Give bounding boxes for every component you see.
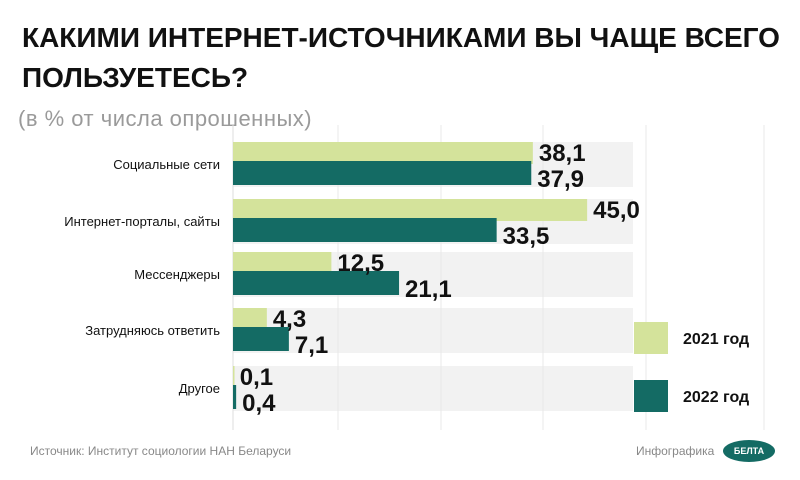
legend-label: 2021 год xyxy=(683,331,749,348)
value-label-2021: 0,1 xyxy=(240,364,273,391)
chart-title: КАКИМИ ИНТЕРНЕТ-ИСТОЧНИКАМИ ВЫ ЧАЩЕ ВСЕГ… xyxy=(22,22,780,93)
bar-2021 xyxy=(233,252,332,274)
bar-2022 xyxy=(233,161,532,185)
category-label: Затрудняюсь ответить xyxy=(85,323,220,338)
value-label-2021: 45,0 xyxy=(593,197,640,224)
bar-2022 xyxy=(233,271,400,295)
bar-2021 xyxy=(233,366,235,388)
belta-logo: БЕЛТА xyxy=(723,440,775,462)
legend-swatch xyxy=(634,322,668,354)
value-label-2022: 0,4 xyxy=(242,390,276,417)
value-label-2022: 21,1 xyxy=(405,276,452,303)
legend-label: 2022 год xyxy=(683,389,749,406)
row-stripe xyxy=(233,366,633,411)
row-stripe xyxy=(233,308,633,353)
credit-label: Инфографика xyxy=(636,444,715,458)
bar-2021 xyxy=(233,199,588,221)
category-label: Интернет-порталы, сайты xyxy=(64,214,220,229)
value-label-2022: 37,9 xyxy=(537,166,584,193)
legend-swatch xyxy=(634,380,668,412)
chart-subtitle: (в % от числа опрошенных) xyxy=(18,106,313,131)
value-label-2021: 12,5 xyxy=(337,250,384,277)
bar-2022 xyxy=(233,385,237,409)
category-label: Мессенджеры xyxy=(134,267,220,282)
category-label: Другое xyxy=(179,381,220,396)
value-label-2021: 4,3 xyxy=(273,306,306,333)
value-label-2021: 38,1 xyxy=(539,140,586,167)
bar-2022 xyxy=(233,327,289,351)
bar-2022 xyxy=(233,218,497,242)
bar-2021 xyxy=(233,142,533,164)
value-label-2022: 7,1 xyxy=(295,332,328,359)
value-label-2022: 33,5 xyxy=(503,223,550,250)
category-label: Социальные сети xyxy=(113,157,220,172)
bar-2021 xyxy=(233,308,267,330)
source-note: Источник: Институт социологии НАН Белару… xyxy=(30,444,292,458)
